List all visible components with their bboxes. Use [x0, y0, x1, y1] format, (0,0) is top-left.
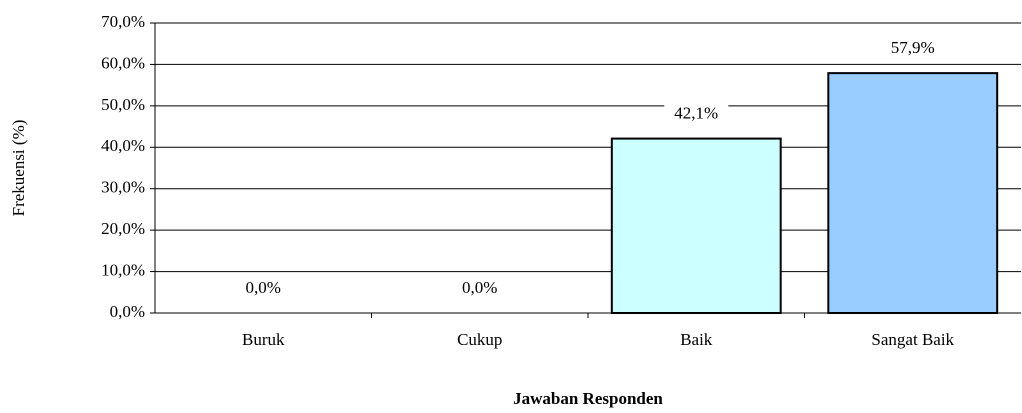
value-label: 57,9%	[891, 38, 935, 57]
y-tick-label: 60,0%	[101, 53, 145, 72]
bar	[610, 137, 782, 314]
value-label: 0,0%	[462, 278, 497, 297]
y-tick-label: 70,0%	[101, 12, 145, 31]
bar	[827, 72, 999, 314]
y-tick-label: 40,0%	[101, 136, 145, 155]
y-axis-title: Frekuensi (%)	[9, 120, 28, 217]
y-tick-label: 30,0%	[101, 178, 145, 197]
x-axis-title: Jawaban Responden	[513, 389, 663, 408]
y-tick-label: 0,0%	[110, 302, 145, 321]
value-label-bg	[664, 100, 729, 129]
x-tick-label: Baik	[680, 330, 713, 349]
value-label: 42,1%	[674, 103, 718, 122]
value-label-bg	[880, 35, 945, 64]
y-tick-label: 50,0%	[101, 95, 145, 114]
y-tick-label: 10,0%	[101, 260, 145, 279]
x-tick-label: Sangat Baik	[871, 330, 954, 349]
value-label-bg	[231, 275, 296, 303]
x-tick-label: Buruk	[242, 330, 285, 349]
value-label: 0,0%	[246, 278, 281, 297]
y-tick-label: 20,0%	[101, 219, 145, 238]
x-tick-label: Cukup	[457, 330, 502, 349]
value-label-bg	[447, 275, 512, 303]
